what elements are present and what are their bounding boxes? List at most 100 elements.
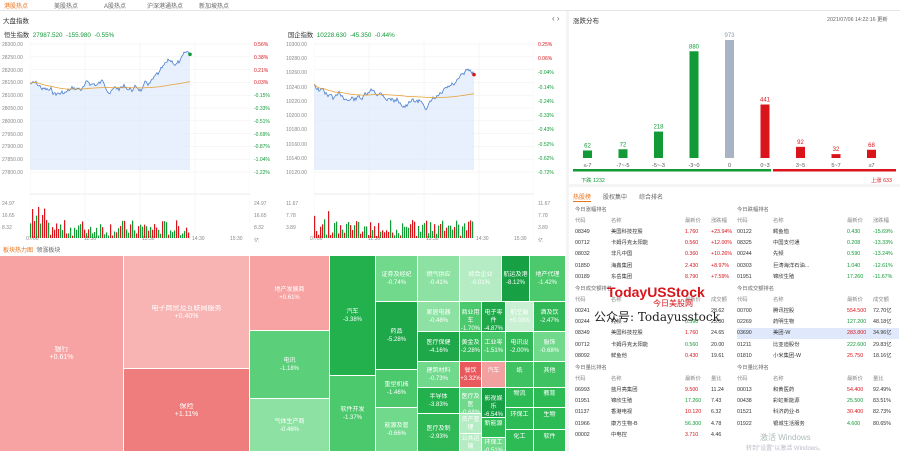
table-row[interactable]: 00122 鳄鱼恤 0.430 -15.69% — [737, 227, 899, 238]
sector-tile[interactable]: 半导体 -3.83% — [418, 388, 459, 413]
sector-tile[interactable]: 餐饮 +3.32% — [460, 362, 481, 387]
table-row[interactable]: 06993 蓝月亮集团 9.500 11.24 — [575, 385, 735, 396]
sector-tile[interactable]: 工业零 -1.51% — [482, 332, 505, 361]
sector-tile[interactable]: 燃气供应 -0.41% — [418, 256, 459, 301]
sector-tile[interactable]: 物流 — [506, 388, 533, 407]
top-nav: 港股热点 美股热点 A股热点 沪深港通热点 新加坡热点 — [0, 0, 900, 11]
sector-tile[interactable]: 能源及管 -0.66% — [376, 408, 417, 451]
table-row[interactable]: 01966 康方生物-B 56.300 4.78 — [575, 419, 735, 430]
sector-tile[interactable]: 商业用车 -1.70% — [460, 302, 481, 331]
sector-tile[interactable]: 教育 — [534, 388, 565, 407]
table-row[interactable]: 00700 腾讯控股 554.500 72.70亿 — [737, 306, 899, 317]
table-row[interactable]: 00712 卡姆丹克太阳能 0.560 20.00 — [575, 340, 735, 351]
table-row[interactable]: 02269 药明生物 127.200 48.18亿 — [737, 317, 899, 328]
tab-sg-hot[interactable]: 新加坡热点 — [199, 4, 230, 10]
table-row[interactable]: 00244 先频 0.590 -13.24% — [737, 249, 899, 260]
sector-tile[interactable]: 纸 — [506, 362, 533, 387]
sector-change: -5.28% — [386, 337, 406, 343]
refresh-link[interactable]: 更新 — [877, 17, 888, 23]
volume-bar — [154, 224, 156, 238]
table-row[interactable]: 08349 美国科技控股 1.760 +23.94% — [575, 227, 735, 238]
sector-tile[interactable]: 重型机械 -1.46% — [376, 370, 417, 407]
tab-connect-hot[interactable]: 沪深港通热点 — [147, 4, 184, 10]
sector-tile[interactable]: 电子商贸及互联网服务 +0.40% — [124, 256, 249, 368]
sector-tile[interactable]: 环保工 -0.51% — [482, 438, 505, 451]
tab-hot-stocks[interactable]: 热股榜 — [573, 195, 592, 202]
table-row[interactable]: 08032 非凡中国 0.360 +10.26% — [575, 249, 735, 260]
table-row[interactable]: 00002 中电控 3.710 4.46 — [575, 430, 735, 441]
table-row[interactable]: 00013 和黄医药 54.400 92.49% — [737, 385, 899, 396]
table-row[interactable]: 08092 鲜鱼他 0.430 19.61 — [575, 351, 735, 362]
table-row[interactable]: 00241 28.62 — [575, 306, 735, 317]
sector-change: -1.51% — [483, 348, 503, 354]
metric-value: -13.33% — [873, 240, 893, 247]
sector-tile[interactable]: 生物 — [534, 408, 565, 429]
volume-bar — [316, 231, 318, 238]
table-row[interactable]: 00712 卡姆丹克太阳能 0.560 +12.00% — [575, 238, 735, 249]
tab-hk-hot[interactable]: 港股热点 — [4, 4, 29, 10]
sector-tile[interactable]: 医疗保健 -4.16% — [418, 332, 459, 361]
sector-tile[interactable]: 影视娱乐 -6.54% — [482, 388, 505, 417]
table-row[interactable]: 01850 海鑫集团 2.430 +8.97% — [575, 261, 735, 272]
sector-tile[interactable]: 药品 -5.28% — [376, 302, 417, 369]
sector-tile[interactable]: 航空服 +0.03% — [506, 302, 533, 331]
sector-tile[interactable]: 酒及饮 -2.47% — [534, 302, 565, 331]
table-row[interactable]: 00244 先频 0.590 25.00 — [575, 317, 735, 328]
sector-tile[interactable]: 化工 — [506, 430, 533, 451]
sector-tile[interactable]: 软件开发 -1.37% — [330, 376, 375, 451]
table-row[interactable]: 08325 中国支付通 0.208 -13.33% — [737, 238, 899, 249]
sector-tile[interactable]: 汽车 — [482, 362, 505, 387]
sector-tile[interactable]: 医疗及医 -0.68% — [460, 388, 481, 413]
sector-tile[interactable]: 家居电器 -0.48% — [418, 302, 459, 331]
tab-a-hot[interactable]: A股热点 — [104, 4, 127, 10]
sector-tile[interactable]: 电讯 -1.18% — [250, 331, 329, 398]
sector-tile[interactable]: 地产代理 -1.42% — [530, 256, 565, 301]
table-row[interactable]: 01922 银城生活服务 4.600 80.65% — [737, 419, 899, 430]
sector-tile[interactable]: 地产发展商 +0.61% — [250, 256, 329, 330]
table-row[interactable]: 01951 锦欣生殖 17.260 -11.67% — [737, 272, 899, 283]
sector-tile[interactable]: 建筑材料 -0.73% — [418, 362, 459, 387]
stock-code: 01951 — [737, 273, 752, 280]
table-row[interactable]: 01810 小米集团-W 25.750 18.16亿 — [737, 351, 899, 362]
stock-code: 01211 — [737, 341, 752, 348]
table-row[interactable]: 00189 东岳集团 8.790 +7.59% — [575, 272, 735, 283]
table-row[interactable]: 01211 比亚迪股份 222.600 29.83亿 — [737, 340, 899, 351]
sector-tile[interactable]: 公共运输-0.08% — [460, 434, 481, 451]
sector-tile[interactable]: 医疗及制 -2.93% — [418, 414, 459, 451]
sector-tile[interactable]: 保险 +1.11% — [124, 369, 249, 451]
sector-tile[interactable]: 服饰 -0.68% — [534, 332, 565, 361]
sector-tile[interactable]: 航运及港 -8.12% — [502, 256, 529, 301]
table-row[interactable]: 08349 美国科技控股 1.760 24.65 — [575, 328, 735, 339]
tab-composite-rank[interactable]: 综合排名 — [639, 195, 664, 201]
sector-tile[interactable]: 综合企业 -0.01% — [460, 256, 501, 301]
sector-tile[interactable]: 资产管理-0.07% — [460, 414, 481, 433]
sector-tile[interactable]: 汽车 -3.38% — [330, 256, 375, 375]
tab-sector-heatmap[interactable]: 板块热力图 — [3, 248, 34, 254]
sector-tile[interactable]: 电讯设 -2.00% — [506, 332, 533, 361]
sector-name: 家居电器 — [426, 310, 451, 316]
sector-tile[interactable]: 其他 — [534, 362, 565, 387]
sector-tile[interactable]: 环保工 — [506, 408, 533, 429]
sector-tile[interactable]: 新能源 — [482, 418, 505, 437]
table-row[interactable]: 00438 彩虹新能源 25.500 83.51% — [737, 396, 899, 407]
table-row[interactable]: 00303 巨涛海洋石油... 1.040 -12.61% — [737, 261, 899, 272]
table-row[interactable]: 01137 香港电视 10.120 6.32 — [575, 407, 735, 418]
tab-leading-sectors[interactable]: 领涨板块 — [36, 248, 61, 254]
volume-bar — [44, 208, 46, 238]
sector-tile[interactable]: 黄金及 -2.28% — [460, 332, 481, 361]
tab-equity-concentration[interactable]: 股权集中 — [603, 195, 628, 201]
table-row[interactable]: 01951 锦欣生殖 17.260 7.43 — [575, 396, 735, 407]
sector-tile[interactable]: 气体生产商 -0.46% — [250, 399, 329, 451]
table-row[interactable]: 03690 美团-W 283.800 34.96亿 — [737, 328, 899, 340]
stock-name: 腾讯控股 — [773, 308, 795, 314]
table-row[interactable]: 01521 科济药业-B 30.400 82.73% — [737, 407, 899, 418]
chevron-right-icon[interactable]: › — [556, 14, 560, 23]
sector-tile[interactable]: 银行 +0.61% — [0, 256, 123, 451]
sector-tile[interactable]: 证券及经纪 -0.74% — [376, 256, 417, 301]
chevron-left-icon[interactable]: ‹ — [552, 14, 555, 23]
volume-bar — [124, 220, 126, 238]
sector-tile[interactable]: 电子零件 -4.87% — [482, 302, 505, 331]
sector-tile[interactable]: 软件 — [534, 430, 565, 451]
nav-arrows[interactable]: ‹ › — [552, 14, 560, 23]
tab-us-hot[interactable]: 美股热点 — [54, 4, 79, 10]
